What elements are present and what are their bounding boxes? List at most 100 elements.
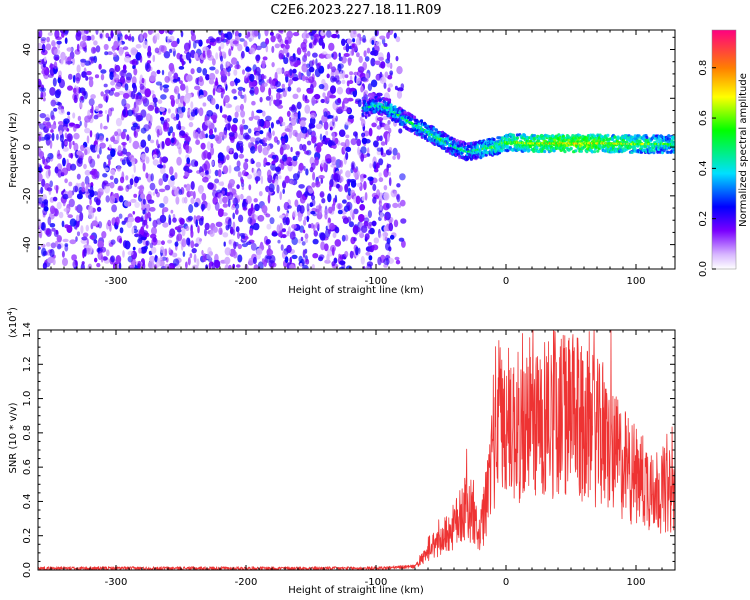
noise-speckle bbox=[68, 198, 75, 208]
noise-speckle bbox=[383, 168, 389, 178]
noise-speckle bbox=[67, 85, 73, 91]
noise-speckle bbox=[240, 103, 244, 111]
noise-speckle bbox=[176, 156, 182, 166]
noise-speckle bbox=[345, 146, 352, 152]
noise-speckle bbox=[239, 233, 245, 237]
noise-speckle bbox=[41, 178, 46, 187]
noise-speckle bbox=[116, 193, 119, 202]
noise-speckle bbox=[181, 58, 185, 67]
noise-speckle bbox=[399, 173, 406, 181]
noise-speckle bbox=[162, 84, 170, 89]
signal-point bbox=[553, 138, 557, 142]
noise-speckle bbox=[289, 256, 293, 265]
noise-speckle bbox=[89, 158, 96, 168]
noise-speckle bbox=[250, 242, 257, 251]
noise-speckle bbox=[164, 75, 170, 83]
noise-speckle bbox=[308, 123, 316, 129]
spectrogram-y-label: Frequency (Hz) bbox=[8, 112, 19, 188]
noise-speckle bbox=[291, 104, 296, 111]
snr-scale-close: ) bbox=[8, 307, 19, 311]
noise-speckle bbox=[196, 66, 202, 74]
noise-speckle bbox=[388, 222, 394, 232]
noise-speckle bbox=[114, 92, 120, 97]
noise-speckle bbox=[304, 238, 309, 244]
noise-speckle bbox=[170, 175, 176, 181]
noise-speckle bbox=[204, 120, 212, 126]
noise-speckle bbox=[126, 184, 133, 190]
noise-speckle bbox=[51, 40, 56, 47]
signal-point bbox=[393, 105, 397, 109]
noise-speckle bbox=[169, 228, 176, 237]
noise-speckle bbox=[367, 224, 372, 229]
noise-speckle bbox=[351, 43, 355, 48]
noise-speckle bbox=[224, 95, 230, 103]
noise-speckle bbox=[206, 202, 211, 211]
noise-speckle bbox=[218, 227, 223, 235]
noise-speckle bbox=[63, 208, 70, 212]
noise-speckle bbox=[289, 55, 297, 62]
noise-speckle bbox=[38, 59, 44, 65]
noise-speckle bbox=[341, 79, 346, 85]
noise-speckle bbox=[315, 123, 323, 130]
noise-speckle bbox=[257, 214, 265, 222]
noise-speckle bbox=[334, 239, 342, 247]
noise-speckle bbox=[360, 152, 365, 162]
noise-speckle bbox=[262, 137, 267, 144]
noise-speckle bbox=[156, 128, 160, 138]
noise-speckle bbox=[169, 35, 175, 42]
noise-speckle bbox=[388, 83, 393, 88]
noise-speckle bbox=[79, 101, 83, 109]
noise-speckle bbox=[301, 126, 308, 134]
signal-point bbox=[527, 148, 531, 152]
noise-speckle bbox=[88, 76, 94, 81]
noise-speckle bbox=[132, 246, 136, 251]
noise-speckle bbox=[168, 247, 171, 254]
noise-speckle bbox=[249, 73, 255, 82]
noise-speckle bbox=[125, 72, 133, 81]
noise-speckle bbox=[336, 202, 343, 210]
noise-speckle bbox=[347, 58, 352, 66]
noise-speckle bbox=[122, 46, 129, 51]
noise-speckle bbox=[304, 98, 310, 104]
noise-speckle bbox=[160, 94, 167, 100]
noise-speckle bbox=[178, 120, 181, 129]
noise-speckle bbox=[304, 150, 310, 155]
noise-speckle bbox=[335, 115, 338, 122]
noise-speckle bbox=[352, 38, 356, 43]
noise-speckle bbox=[346, 38, 352, 45]
noise-speckle bbox=[133, 68, 138, 76]
noise-speckle bbox=[202, 176, 209, 183]
noise-speckle bbox=[200, 142, 206, 150]
noise-speckle bbox=[274, 178, 278, 186]
noise-speckle bbox=[142, 239, 147, 246]
noise-speckle bbox=[64, 243, 69, 247]
noise-speckle bbox=[169, 94, 175, 101]
noise-speckle bbox=[105, 195, 110, 203]
noise-speckle bbox=[66, 56, 72, 66]
noise-speckle bbox=[277, 239, 281, 244]
noise-speckle bbox=[84, 127, 91, 134]
noise-speckle bbox=[365, 251, 371, 256]
noise-speckle bbox=[69, 218, 77, 227]
noise-speckle bbox=[193, 52, 199, 59]
noise-speckle bbox=[299, 117, 307, 122]
noise-speckle bbox=[104, 89, 111, 94]
noise-speckle bbox=[193, 202, 199, 208]
noise-speckle bbox=[133, 112, 138, 117]
noise-speckle bbox=[203, 150, 209, 159]
noise-speckle bbox=[60, 51, 66, 61]
noise-speckle bbox=[96, 262, 101, 268]
noise-speckle bbox=[296, 101, 302, 110]
noise-speckle bbox=[81, 187, 86, 193]
noise-speckle bbox=[338, 52, 341, 58]
noise-speckle bbox=[227, 104, 233, 108]
noise-speckle bbox=[283, 57, 289, 65]
noise-speckle bbox=[265, 115, 272, 122]
noise-speckle bbox=[368, 230, 372, 235]
noise-speckle bbox=[54, 56, 59, 61]
colorbar-tick-label: 0.6 bbox=[698, 110, 709, 126]
noise-speckle bbox=[324, 209, 330, 215]
noise-speckle bbox=[345, 134, 350, 139]
noise-speckle bbox=[147, 50, 152, 59]
noise-speckle bbox=[132, 140, 140, 150]
